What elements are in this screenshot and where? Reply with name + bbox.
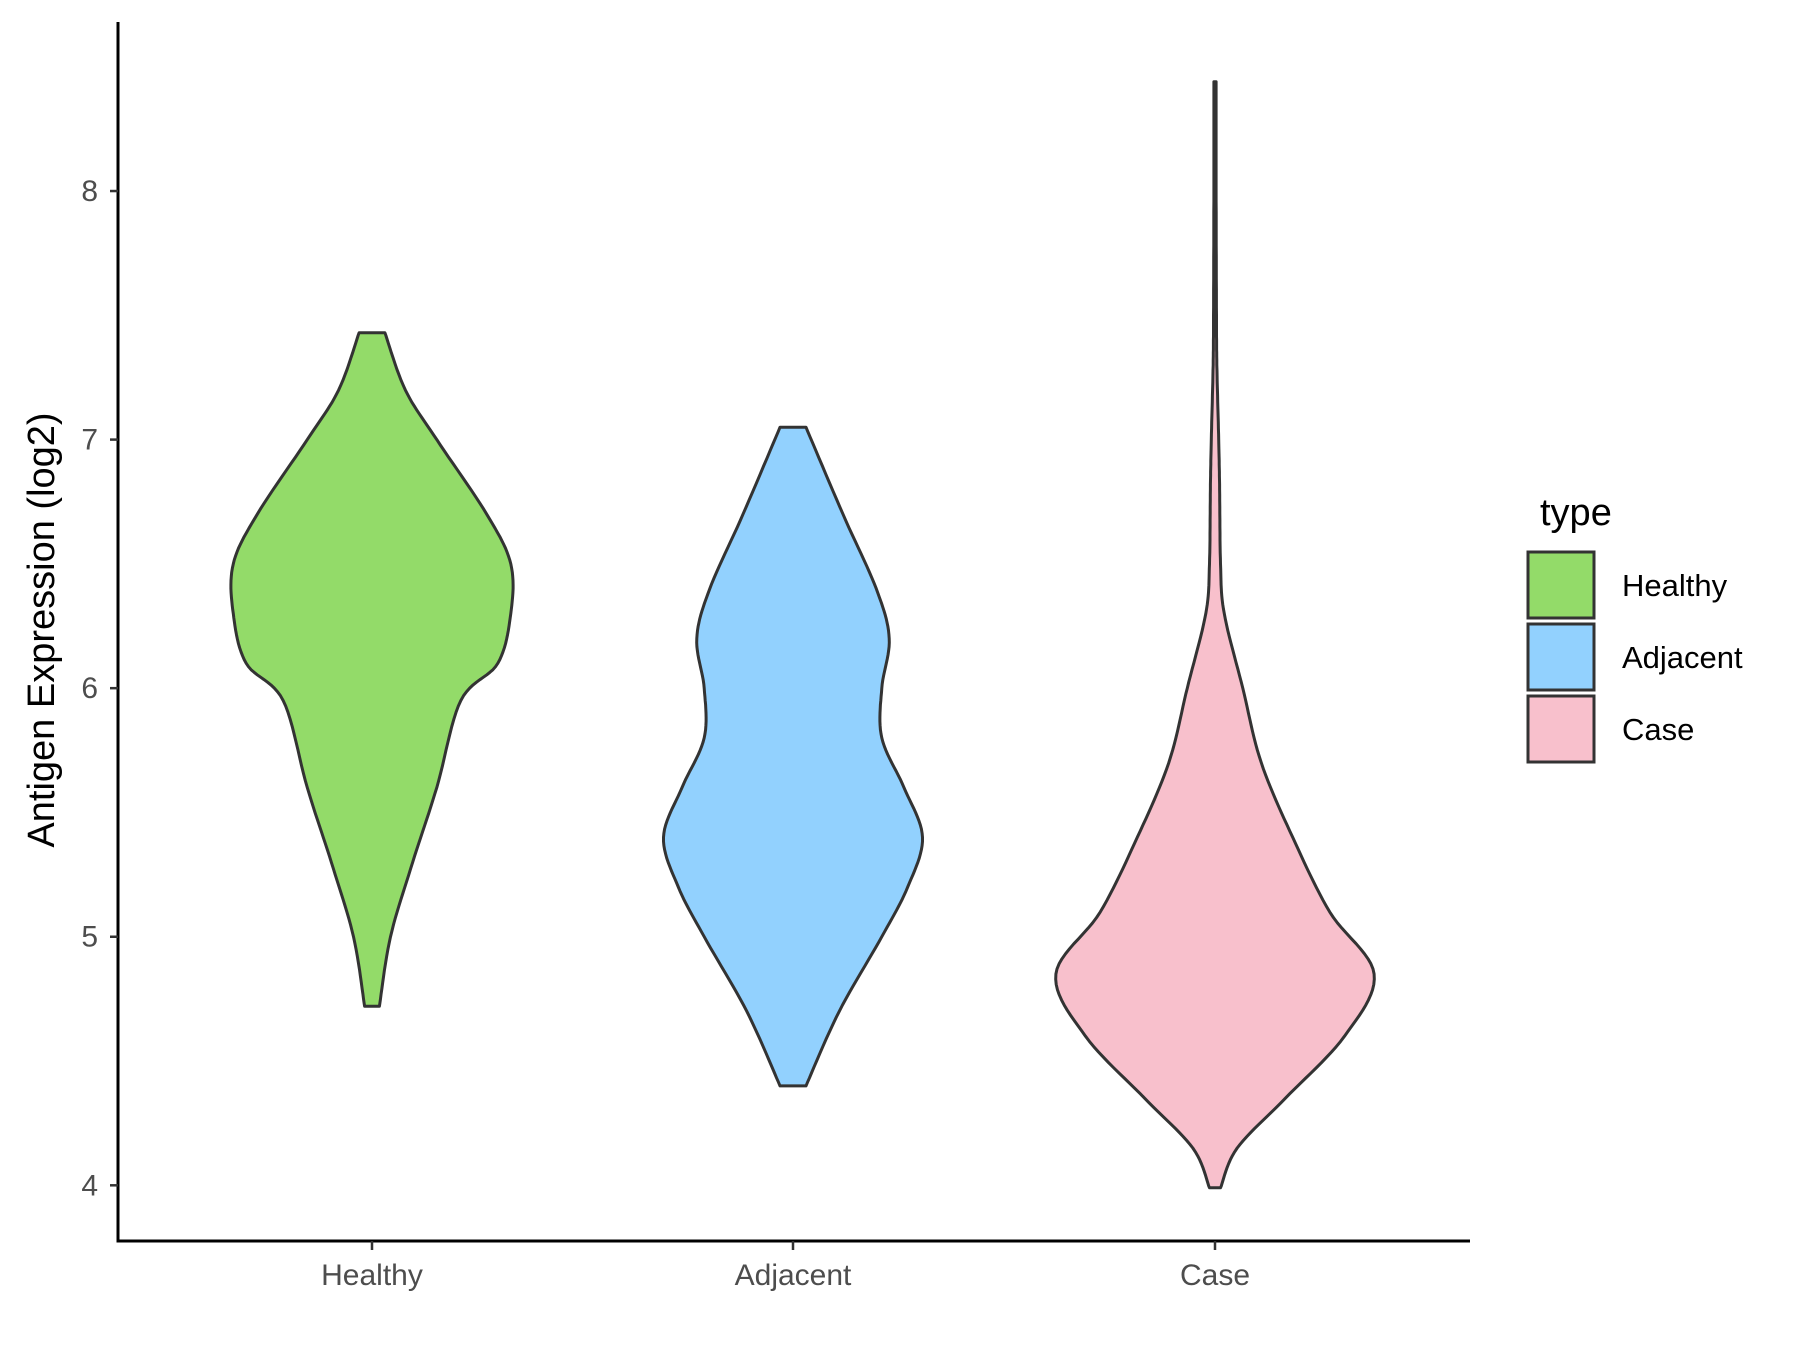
legend-label-case: Case <box>1622 712 1694 747</box>
y-ticks-group: 4 5 6 7 8 <box>81 175 118 1202</box>
violin-healthy <box>229 331 515 1008</box>
legend-swatch-healthy <box>1526 550 1596 620</box>
y-tick-label: 8 <box>81 175 98 208</box>
y-tick-label: 7 <box>81 424 98 457</box>
y-tick-label: 5 <box>81 921 98 954</box>
legend-swatch-case <box>1526 694 1596 764</box>
legend-label-adjacent: Adjacent <box>1622 640 1743 675</box>
legend-entries: Healthy Adjacent Case <box>1526 550 1743 764</box>
legend-label-healthy: Healthy <box>1622 568 1728 603</box>
violins-group <box>229 80 1376 1190</box>
violin-case <box>1054 80 1376 1190</box>
y-axis-title: Antigen Expression (log2) <box>21 412 63 847</box>
x-tick-label-case: Case <box>1180 1259 1250 1292</box>
legend: type Healthy Adjacent Case <box>1526 492 1743 764</box>
legend-swatch-adjacent <box>1526 622 1596 692</box>
y-tick-label: 6 <box>81 672 98 705</box>
y-tick-label: 4 <box>81 1169 98 1202</box>
legend-title: type <box>1540 492 1612 534</box>
violin-adjacent <box>662 425 924 1088</box>
x-tick-label-adjacent: Adjacent <box>735 1259 852 1292</box>
x-ticks-group: Healthy Adjacent Case <box>321 1241 1250 1292</box>
x-tick-label-healthy: Healthy <box>321 1259 423 1292</box>
